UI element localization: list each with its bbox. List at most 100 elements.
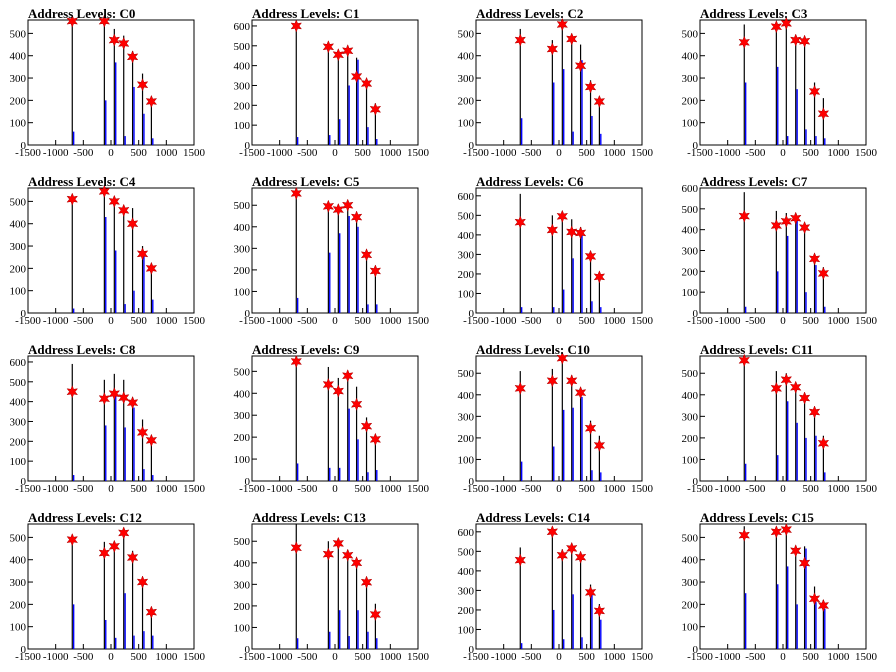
star-marker (780, 214, 793, 229)
star-marker (593, 270, 606, 284)
star-marker (565, 374, 578, 388)
x-tick-label: 0 (332, 315, 338, 327)
y-tick-label: 100 (458, 454, 475, 466)
plot-frame (699, 187, 867, 314)
x-tick-label: -1500 (463, 483, 489, 495)
x-tick-label: -1500 (15, 651, 41, 663)
x-tick-label: -1500 (15, 147, 41, 159)
y-tick-label: 500 (458, 28, 475, 40)
y-tick-label: 100 (10, 118, 27, 130)
y-tick-label: 500 (682, 368, 699, 380)
star-marker (322, 547, 335, 561)
star-marker (789, 211, 802, 225)
x-tick-label: 0 (556, 483, 562, 495)
chart-title: Address Levels: C11 (700, 342, 814, 357)
x-tick-label: 500 (578, 147, 595, 159)
chart-panel: 0 100 200 300 400 500 600 -1500 -1000 -500 0 500 100… (672, 168, 896, 336)
y-tick-label: 100 (10, 622, 27, 634)
x-tick-label: 500 (802, 315, 819, 327)
y-tick-label: 400 (10, 555, 27, 567)
chart-title: Address Levels: C0 (28, 6, 136, 21)
y-tick-label: 500 (682, 204, 699, 216)
chart-svg: 0 100 200 300 400 500 600 -1500 -1000 -500 0 500 100… (234, 19, 430, 159)
y-tick-label: 600 (682, 183, 699, 195)
star-marker (817, 598, 830, 613)
y-tick-label: 100 (682, 622, 699, 634)
x-tick-label: -1000 (491, 483, 517, 495)
x-tick-label: 500 (802, 483, 819, 495)
star-marker (108, 194, 121, 209)
y-tick-label: 200 (10, 95, 27, 107)
x-tick-label: 1500 (631, 483, 654, 495)
x-tick-label: -1000 (715, 147, 741, 159)
star-marker (136, 575, 149, 589)
star-marker (798, 391, 811, 405)
chart-svg: 0 100 200 300 400 500 600 -1500 -1000 -500 0 500 100… (10, 355, 206, 495)
plot-frame (27, 523, 195, 650)
x-tick-label: -500 (745, 651, 766, 663)
x-tick-label: 500 (802, 147, 819, 159)
star-marker (290, 186, 303, 201)
x-tick-label: -1500 (463, 651, 489, 663)
y-tick-label: 300 (458, 249, 475, 261)
x-tick-label: -1500 (15, 315, 41, 327)
star-marker (145, 261, 158, 276)
star-marker (341, 198, 354, 212)
star-marker (98, 391, 111, 406)
x-tick-label: 1000 (603, 315, 626, 327)
star-marker (126, 550, 139, 565)
x-tick-label: -1500 (463, 147, 489, 159)
star-marker (546, 42, 559, 56)
star-marker (369, 432, 382, 447)
star-marker (565, 225, 578, 239)
x-tick-label: 500 (802, 651, 819, 663)
y-tick-label: 200 (682, 266, 699, 278)
y-tick-label: 0 (693, 644, 699, 656)
star-marker (126, 50, 139, 64)
star-marker (798, 220, 811, 235)
star-marker (770, 218, 783, 233)
star-marker (584, 80, 597, 94)
star-marker (556, 17, 569, 32)
y-tick-label: 200 (234, 432, 251, 444)
star-marker (817, 107, 830, 121)
y-tick-label: 100 (682, 118, 699, 130)
chart-panel: 0 100 200 300 400 500 -1500 -1000 -500 0 500 1000 15… (0, 504, 224, 672)
chart-svg: 0 100 200 300 400 500 -1500 -1000 -500 0 500 1000 15… (458, 351, 654, 495)
x-tick-label: 500 (130, 315, 147, 327)
chart-panel: 0 100 200 300 400 500 -1500 -1000 -500 0 500 1000 15… (672, 336, 896, 504)
x-tick-label: -1500 (687, 147, 713, 159)
x-tick-label: -500 (521, 483, 542, 495)
y-tick-label: 100 (10, 286, 27, 298)
star-marker (290, 19, 303, 33)
chart-title: Address Levels: C6 (476, 174, 584, 189)
y-tick-label: 400 (682, 51, 699, 63)
y-tick-label: 500 (234, 41, 251, 53)
x-tick-label: -1000 (491, 147, 517, 159)
chart-panel: 0 100 200 300 400 500 -1500 -1000 -500 0 500 1000 15… (448, 0, 672, 168)
star-marker (556, 351, 569, 365)
plot-frame (251, 19, 419, 146)
star-marker (332, 384, 345, 398)
star-marker (341, 548, 354, 562)
chart-svg: 0 100 200 300 400 500 600 -1500 -1000 -500 0 500 100… (458, 523, 654, 663)
star-marker (117, 390, 130, 405)
x-tick-label: 1000 (379, 651, 402, 663)
x-tick-label: -1500 (687, 651, 713, 663)
y-tick-label: 0 (245, 140, 251, 152)
x-tick-label: -1000 (267, 315, 293, 327)
star-marker (514, 381, 527, 396)
star-marker (789, 544, 802, 558)
y-tick-label: 200 (234, 265, 251, 277)
star-marker (98, 546, 111, 560)
star-marker (290, 541, 303, 555)
x-tick-label: 1500 (855, 483, 878, 495)
star-marker (584, 421, 597, 435)
chart-panel: 0 100 200 300 400 500 -1500 -1000 -500 0 500 1000 15… (0, 0, 224, 168)
y-tick-label: 0 (21, 476, 27, 488)
plot-frame (475, 19, 643, 146)
star-marker (770, 381, 783, 396)
star-marker (780, 522, 793, 537)
chart-title: Address Levels: C5 (252, 174, 360, 189)
chart-svg: 0 100 200 300 400 500 600 -1500 -1000 -500 0 500 100… (458, 187, 654, 327)
